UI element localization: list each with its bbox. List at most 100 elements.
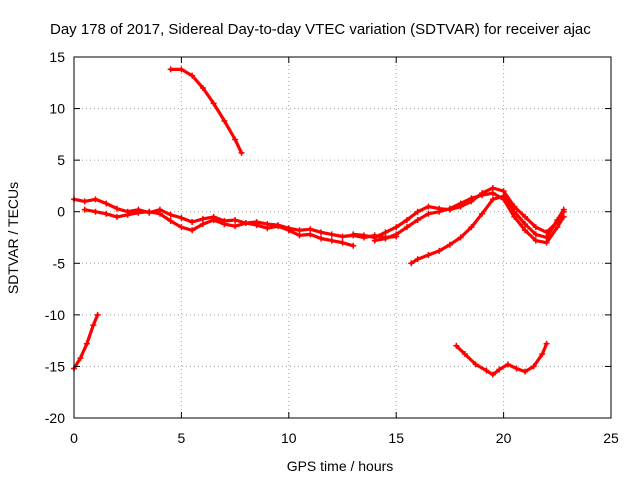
data-point <box>393 224 400 231</box>
data-point <box>92 208 99 215</box>
data-point <box>425 210 432 217</box>
data-point <box>296 232 303 239</box>
data-point <box>436 247 443 254</box>
data-point <box>543 234 550 241</box>
data-point <box>94 311 101 318</box>
data-point <box>199 84 206 91</box>
data-point <box>382 235 389 242</box>
data-point <box>453 342 460 349</box>
data-point <box>167 217 174 224</box>
data-point <box>328 237 335 244</box>
data-point <box>504 361 511 368</box>
data-point <box>189 219 196 226</box>
y-tick-label: 10 <box>49 101 65 117</box>
data-point <box>113 205 120 212</box>
data-point <box>210 100 217 107</box>
data-point <box>307 231 314 238</box>
data-point <box>210 216 217 223</box>
data-point <box>339 233 346 240</box>
data-point <box>532 224 539 231</box>
data-point <box>489 371 496 378</box>
data-point <box>496 366 503 373</box>
x-tick-label: 0 <box>70 430 78 446</box>
data-point <box>393 231 400 238</box>
data-point <box>232 223 239 230</box>
series-group <box>71 66 567 378</box>
data-point <box>232 216 239 223</box>
data-point <box>425 252 432 259</box>
data-point <box>522 227 529 234</box>
data-point <box>530 363 537 370</box>
data-point <box>532 237 539 244</box>
data-point <box>457 200 464 207</box>
data-point <box>189 72 196 79</box>
data-point <box>414 256 421 263</box>
data-point <box>253 222 260 229</box>
data-point <box>232 136 239 143</box>
y-tick-label: 0 <box>57 204 65 220</box>
data-point <box>339 239 346 246</box>
data-point <box>539 351 546 358</box>
data-point <box>221 221 228 228</box>
data-point <box>90 322 97 329</box>
y-tick-label: 15 <box>49 49 65 65</box>
data-point <box>532 231 539 238</box>
data-point <box>446 205 453 212</box>
data-point <box>167 66 174 73</box>
x-tick-label: 20 <box>496 430 512 446</box>
data-point <box>328 231 335 238</box>
data-point <box>522 368 529 375</box>
data-point <box>468 195 475 202</box>
series-arc-7 <box>409 194 566 265</box>
data-point <box>77 355 84 362</box>
data-point <box>285 227 292 234</box>
data-point <box>479 210 486 217</box>
series-arc-8 <box>454 342 549 377</box>
data-point <box>92 196 99 203</box>
data-point <box>296 227 303 234</box>
data-point <box>472 361 479 368</box>
data-point <box>318 229 325 236</box>
y-tick-label: 5 <box>57 152 65 168</box>
y-tick-label: -5 <box>53 255 66 271</box>
data-point <box>221 117 228 124</box>
data-point <box>178 214 185 221</box>
series-arc-2 <box>169 67 244 155</box>
data-point <box>103 210 110 217</box>
data-point <box>189 227 196 234</box>
data-point <box>81 198 88 205</box>
data-point <box>371 237 378 244</box>
axis-ticks: 0 5 10 15 20 25 -20 -15 -10 -5 0 5 10 15 <box>45 49 619 446</box>
data-point <box>408 260 415 267</box>
data-point <box>446 241 453 248</box>
y-axis-label: SDTVAR / TECUs <box>5 182 21 294</box>
data-point <box>360 232 367 239</box>
x-axis-label: GPS time / hours <box>287 458 394 474</box>
data-point <box>560 213 567 220</box>
data-point <box>242 220 249 227</box>
data-point <box>489 184 496 191</box>
data-point <box>350 231 357 238</box>
data-point <box>238 149 245 156</box>
data-point <box>414 208 421 215</box>
data-point <box>513 365 520 372</box>
y-tick-label: -10 <box>45 307 65 323</box>
data-point <box>489 190 496 197</box>
x-tick-label: 5 <box>178 430 186 446</box>
data-point <box>522 213 529 220</box>
data-point <box>500 193 507 200</box>
data-point <box>489 196 496 203</box>
data-point <box>543 239 550 246</box>
data-point <box>436 208 443 215</box>
data-point <box>199 215 206 222</box>
x-tick-label: 15 <box>388 430 404 446</box>
data-point <box>461 351 468 358</box>
data-point <box>81 206 88 213</box>
data-point <box>468 224 475 231</box>
data-point <box>146 208 153 215</box>
data-point <box>124 211 131 218</box>
data-point <box>560 206 567 213</box>
data-point <box>178 224 185 231</box>
data-point <box>178 66 185 73</box>
data-point <box>382 229 389 236</box>
